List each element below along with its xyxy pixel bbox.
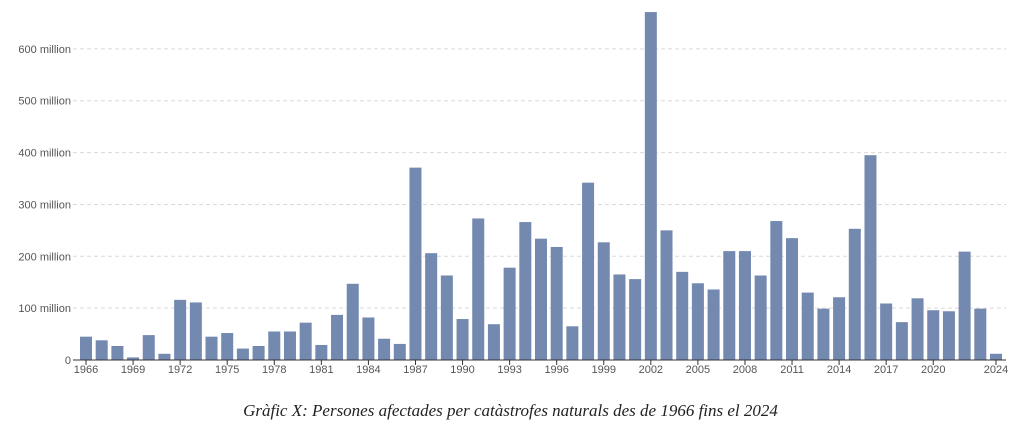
bar-1969 bbox=[127, 357, 140, 360]
bar-1998 bbox=[582, 182, 595, 360]
x-tick-label: 1984 bbox=[356, 364, 380, 376]
x-tick-label: 2005 bbox=[686, 364, 710, 376]
bar-2005 bbox=[691, 283, 704, 360]
x-tick-label: 2017 bbox=[874, 364, 898, 376]
bars bbox=[80, 12, 1002, 360]
x-tick-label: 1993 bbox=[497, 364, 521, 376]
x-tick-label: 2024 bbox=[984, 364, 1008, 376]
bar-2015 bbox=[848, 228, 861, 360]
bar-1976 bbox=[236, 348, 249, 360]
bar-2023 bbox=[974, 308, 987, 360]
bar-2001 bbox=[629, 279, 642, 360]
bar-1987 bbox=[409, 167, 422, 360]
bar-1968 bbox=[111, 346, 124, 360]
bar-1989 bbox=[440, 275, 453, 360]
bar-2020 bbox=[927, 310, 940, 360]
x-tick-label: 2002 bbox=[639, 364, 663, 376]
bar-2021 bbox=[942, 311, 955, 360]
y-tick-label: 200 million bbox=[18, 251, 71, 263]
x-tick-label: 1987 bbox=[403, 364, 427, 376]
x-tick-label: 1996 bbox=[544, 364, 568, 376]
y-tick-label: 0 bbox=[65, 355, 71, 367]
bar-1981 bbox=[315, 344, 328, 360]
y-tick-label: 400 million bbox=[18, 148, 71, 160]
y-tick-label: 300 million bbox=[18, 199, 71, 211]
x-tick-label: 2011 bbox=[780, 364, 804, 376]
bar-1982 bbox=[331, 314, 344, 360]
bar-1988 bbox=[425, 253, 438, 360]
bar-1973 bbox=[189, 302, 202, 360]
bar-1996 bbox=[550, 246, 563, 360]
bar-1990 bbox=[456, 319, 469, 360]
bar-1983 bbox=[346, 283, 359, 360]
x-tick-label: 1972 bbox=[168, 364, 192, 376]
bar-2024 bbox=[990, 353, 1002, 360]
bar-2017 bbox=[880, 303, 893, 360]
bar-1991 bbox=[472, 218, 485, 360]
bar-1994 bbox=[519, 222, 532, 360]
bar-1970 bbox=[142, 335, 155, 360]
x-tick-label: 1978 bbox=[262, 364, 286, 376]
y-axis-ticks: 0 100 million 200 million 300 million 400 mi… bbox=[18, 44, 71, 367]
bar-2004 bbox=[676, 271, 689, 360]
bar-2014 bbox=[833, 297, 846, 360]
bar-2019 bbox=[911, 298, 924, 360]
x-tick-label: 1975 bbox=[215, 364, 239, 376]
bar-1992 bbox=[487, 324, 500, 360]
bar-1975 bbox=[221, 333, 234, 360]
bar-2003 bbox=[660, 230, 673, 360]
x-tick-label: 1999 bbox=[592, 364, 616, 376]
bar-2008 bbox=[738, 251, 751, 360]
bar-2022 bbox=[958, 251, 971, 360]
y-tick-label: 500 million bbox=[18, 96, 71, 108]
bar-2018 bbox=[895, 322, 908, 360]
bar-1993 bbox=[503, 267, 516, 360]
y-tick-label: 600 million bbox=[18, 44, 71, 56]
bar-1980 bbox=[299, 322, 312, 360]
bar-1966 bbox=[80, 336, 92, 360]
bar-1971 bbox=[158, 353, 171, 360]
chart-caption: Gràfic X: Persones afectades per catàstr… bbox=[243, 401, 778, 420]
bar-1978 bbox=[268, 331, 281, 360]
x-tick-label: 1969 bbox=[121, 364, 145, 376]
bar-1974 bbox=[205, 336, 218, 360]
bar-2013 bbox=[817, 308, 830, 360]
bar-2009 bbox=[754, 275, 767, 360]
x-tick-label: 1981 bbox=[309, 364, 333, 376]
bar-2000 bbox=[613, 274, 626, 360]
x-tick-label: 2008 bbox=[733, 364, 757, 376]
bar-1986 bbox=[393, 343, 406, 360]
bar-1967 bbox=[95, 340, 108, 360]
bar-2002 bbox=[644, 12, 657, 360]
bar-2016 bbox=[864, 155, 877, 360]
bar-1977 bbox=[252, 346, 265, 360]
x-tick-label: 2014 bbox=[827, 364, 851, 376]
bar-1995 bbox=[535, 238, 547, 360]
bar-1985 bbox=[378, 338, 391, 360]
x-tick-label: 1966 bbox=[74, 364, 98, 376]
x-axis-ticks: 1966 1969 1972 1975 1978 1981 1984 1987 1990 1993… bbox=[74, 360, 1008, 376]
bar-2010 bbox=[770, 221, 783, 360]
bar-1999 bbox=[597, 242, 610, 360]
bar-2007 bbox=[723, 251, 736, 360]
bar-1972 bbox=[174, 299, 187, 360]
bar-1984 bbox=[362, 317, 375, 360]
bar-1997 bbox=[566, 326, 579, 360]
bar-2006 bbox=[707, 289, 720, 360]
x-tick-label: 1990 bbox=[450, 364, 474, 376]
x-tick-label: 2020 bbox=[921, 364, 945, 376]
bar-2011 bbox=[786, 238, 799, 360]
y-tick-label: 100 million bbox=[18, 303, 71, 315]
bar-2012 bbox=[801, 292, 814, 360]
bar-1979 bbox=[283, 331, 296, 360]
